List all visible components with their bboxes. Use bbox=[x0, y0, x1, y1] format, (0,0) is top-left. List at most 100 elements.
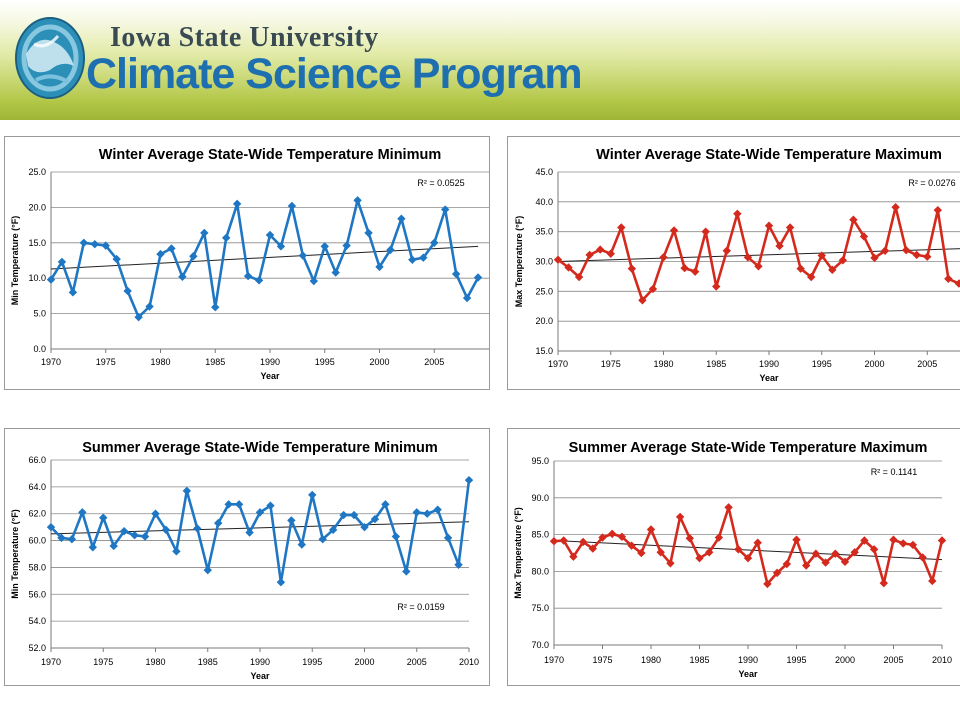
data-point bbox=[331, 268, 340, 277]
data-point bbox=[840, 557, 850, 567]
x-tick-label: 1970 bbox=[544, 655, 564, 665]
data-point bbox=[912, 250, 921, 260]
data-point bbox=[669, 226, 679, 235]
y-tick-label: 90.0 bbox=[531, 493, 549, 503]
data-point bbox=[933, 205, 942, 215]
y-tick-label: 10.0 bbox=[28, 273, 46, 283]
data-point bbox=[276, 242, 286, 251]
data-point bbox=[923, 252, 932, 261]
x-tick-label: 2000 bbox=[369, 357, 389, 367]
x-tick-label: 1995 bbox=[315, 357, 335, 367]
data-point bbox=[608, 529, 617, 539]
data-point bbox=[78, 508, 87, 517]
y-tick-label: 15.0 bbox=[28, 238, 46, 248]
x-tick-label: 1990 bbox=[759, 359, 779, 369]
y-tick-label: 66.0 bbox=[28, 455, 46, 465]
r-squared-annotation: R² = 0.0276 bbox=[908, 178, 955, 188]
y-tick-label: 70.0 bbox=[531, 640, 549, 650]
data-point bbox=[701, 227, 710, 236]
data-point bbox=[792, 535, 801, 544]
data-point bbox=[796, 264, 805, 273]
x-tick-label: 1990 bbox=[738, 655, 758, 665]
y-tick-label: 40.0 bbox=[535, 197, 553, 207]
data-point bbox=[464, 475, 474, 485]
data-point bbox=[123, 286, 132, 296]
data-point bbox=[423, 509, 432, 518]
data-point bbox=[733, 209, 742, 218]
x-tick-label: 1990 bbox=[260, 357, 280, 367]
program-name: Climate Science Program bbox=[86, 50, 583, 98]
data-point bbox=[722, 246, 731, 255]
x-tick-label: 1980 bbox=[653, 359, 673, 369]
data-point bbox=[402, 567, 411, 576]
data-point bbox=[232, 199, 242, 209]
chart-panel-winter-max: Winter Average State-Wide Temperature Ma… bbox=[507, 136, 960, 390]
data-point bbox=[353, 196, 362, 205]
data-point bbox=[637, 548, 646, 558]
data-point bbox=[134, 312, 143, 322]
data-point bbox=[265, 230, 275, 240]
y-tick-label: 64.0 bbox=[28, 482, 46, 492]
data-point bbox=[211, 303, 220, 312]
data-point bbox=[785, 223, 795, 232]
data-point bbox=[838, 256, 848, 265]
data-point bbox=[287, 516, 296, 525]
x-tick-label: 1980 bbox=[641, 655, 661, 665]
data-point bbox=[193, 524, 202, 533]
data-point bbox=[685, 534, 694, 543]
data-point bbox=[200, 228, 209, 238]
data-point bbox=[821, 558, 830, 567]
chart-title: Winter Average State-Wide Temperature Ma… bbox=[596, 147, 942, 163]
data-point bbox=[419, 253, 428, 262]
data-point bbox=[222, 233, 231, 243]
data-point bbox=[937, 536, 947, 545]
chart-panel-summer-min: Summer Average State-Wide Temperature Mi… bbox=[4, 428, 490, 686]
data-point bbox=[88, 543, 97, 552]
x-tick-label: 1985 bbox=[706, 359, 726, 369]
series-line bbox=[553, 506, 944, 586]
data-point bbox=[433, 505, 442, 514]
university-name: Iowa State University bbox=[110, 22, 379, 53]
data-point bbox=[67, 535, 77, 544]
data-point bbox=[99, 513, 108, 522]
data-point bbox=[954, 279, 960, 288]
r-squared-annotation: R² = 0.0525 bbox=[417, 178, 464, 188]
data-point bbox=[397, 214, 406, 223]
x-tick-label: 1980 bbox=[150, 357, 170, 367]
x-tick-label: 2000 bbox=[864, 359, 884, 369]
data-point bbox=[320, 242, 329, 251]
data-point bbox=[266, 501, 275, 510]
data-point bbox=[101, 241, 110, 250]
y-tick-label: 85.0 bbox=[531, 530, 549, 540]
data-point bbox=[817, 251, 826, 260]
data-point bbox=[549, 537, 559, 546]
x-tick-label: 2000 bbox=[354, 657, 374, 667]
data-point bbox=[386, 245, 395, 255]
y-tick-label: 30.0 bbox=[535, 257, 553, 267]
x-tick-label: 1970 bbox=[41, 657, 61, 667]
data-point bbox=[308, 490, 317, 500]
data-point bbox=[441, 205, 450, 214]
data-point bbox=[68, 288, 78, 297]
x-tick-label: 1985 bbox=[198, 657, 218, 667]
y-tick-label: 54.0 bbox=[28, 616, 46, 626]
y-tick-label: 5.0 bbox=[33, 309, 46, 319]
x-axis-label: Year bbox=[738, 669, 758, 679]
chart-title: Summer Average State-Wide Temperature Ma… bbox=[569, 440, 928, 456]
y-tick-label: 58.0 bbox=[28, 562, 46, 572]
x-tick-label: 1975 bbox=[601, 359, 621, 369]
x-tick-label: 2000 bbox=[835, 655, 855, 665]
x-tick-label: 1975 bbox=[592, 655, 612, 665]
x-tick-label: 1975 bbox=[93, 657, 113, 667]
data-point bbox=[430, 238, 439, 247]
data-point bbox=[928, 576, 937, 586]
y-tick-label: 25.0 bbox=[28, 167, 46, 177]
y-tick-label: 80.0 bbox=[531, 566, 549, 576]
data-point bbox=[245, 528, 254, 537]
x-axis-label: Year bbox=[250, 671, 270, 681]
x-tick-label: 2005 bbox=[424, 357, 444, 367]
data-point bbox=[254, 276, 264, 285]
x-tick-label: 1985 bbox=[689, 655, 709, 665]
isu-globe-logo-icon bbox=[15, 17, 85, 99]
data-point bbox=[828, 265, 837, 275]
